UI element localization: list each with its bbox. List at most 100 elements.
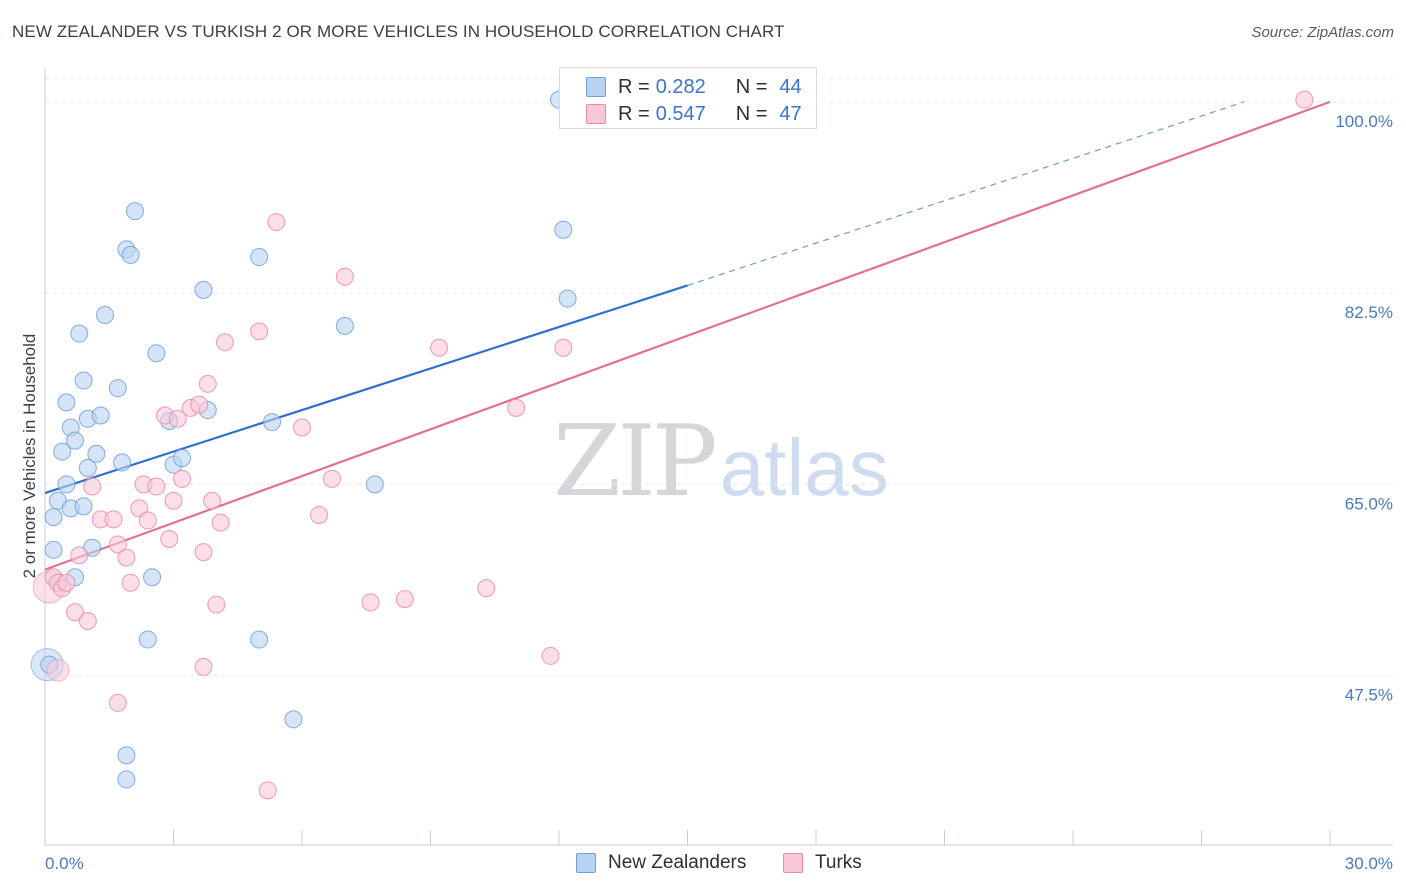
point-turk [335,267,354,286]
point-new-zealander [335,316,354,335]
point-new-zealander [117,746,136,765]
point-turk [104,510,123,529]
legend-swatch-pink [586,104,606,124]
point-new-zealander [554,220,573,239]
legend-swatch-blue [576,853,596,873]
legend-row-new-zealanders: R = 0.282 N = 44 [586,73,802,101]
point-new-zealander [173,449,192,468]
y-axis-title: 2 or more Vehicles in Household [20,334,39,579]
point-turk [293,418,311,437]
trend-line-extension [687,101,1245,287]
point-turk [198,374,217,393]
point-turk [65,603,84,622]
point-new-zealander [125,202,144,221]
point-turk [168,409,187,428]
x-tick-label: 30.0% [1345,854,1393,873]
point-turk [395,590,414,609]
point-new-zealander [121,245,140,264]
point-turk-large [46,658,70,682]
point-new-zealander [558,289,577,308]
point-turk [108,693,127,712]
legend-swatch-pink [783,853,803,873]
point-turk [541,646,560,665]
watermark-atlas: atlas [719,423,889,512]
axes [44,68,1393,846]
point-new-zealander [95,305,114,324]
legend-swatch-blue [586,77,606,97]
point-turk [310,505,329,524]
point-turk [121,573,140,592]
point-new-zealander [250,248,269,267]
point-turk [83,477,102,496]
legend-item-turks[interactable]: Turks [783,852,862,874]
y-tick-label: 100.0% [1335,112,1393,131]
point-new-zealander [138,630,157,649]
point-new-zealander [194,280,213,299]
point-turk [430,338,449,357]
chart-title: NEW ZEALANDER VS TURKISH 2 OR MORE VEHIC… [12,22,785,41]
point-new-zealander [44,540,63,559]
r-label: R = [618,75,650,98]
r-label: R = [618,102,650,125]
point-turk [190,395,209,414]
y-tick-label: 47.5% [1345,686,1393,705]
legend-item-new-zealanders[interactable]: New Zealanders [576,852,746,874]
n-label: N = [735,102,768,125]
watermark: ZIPatlas [553,405,889,519]
r-value: 0.282 [655,75,706,98]
point-new-zealander [65,431,84,450]
point-new-zealander [284,710,303,729]
point-turk [322,469,341,488]
point-new-zealander [117,770,136,789]
y-tick-label: 82.5% [1345,303,1393,322]
point-new-zealander [108,379,127,398]
point-new-zealander [70,324,89,343]
point-turk [211,513,230,532]
point-new-zealander [87,444,106,463]
y-tick-label: 65.0% [1345,494,1393,513]
point-turk [78,611,97,630]
trend-lines [44,100,1331,571]
n-value: 44 [779,75,802,98]
point-turk [477,579,496,598]
point-turk [258,781,277,800]
point-turk [70,546,89,565]
n-label: N = [735,75,768,98]
point-turk [507,398,526,417]
point-turk [138,511,157,530]
point-new-zealander [57,475,76,494]
grid-lines [45,77,1393,677]
legend-label: Turks [815,852,862,873]
point-turk [173,469,192,488]
point-turk [554,338,573,357]
point-turk [361,593,380,612]
legend-label: New Zealanders [608,852,747,873]
point-turk [194,543,213,562]
point-new-zealander [74,371,93,390]
point-turk [1295,90,1314,109]
point-new-zealander [113,453,132,472]
point-turk [57,573,76,592]
point-new-zealander [74,497,93,516]
point-new-zealander [53,442,72,461]
trend-line-new-zealanders [44,284,688,495]
legend-row-turks: R = 0.547 N = 47 [586,100,802,128]
point-turk [215,333,234,352]
point-new-zealander [365,475,384,494]
stats-legend: R = 0.282 N = 44 R = 0.547 N = 47 [559,67,817,129]
point-turk [147,477,166,496]
r-value: 0.547 [655,102,706,125]
point-new-zealander [44,508,63,527]
point-new-zealander [143,568,162,587]
point-turk [164,491,183,510]
point-turk [207,595,226,614]
data-points [30,90,1314,800]
tick-labels: 47.5% 65.0% 82.5% 100.0% 0.0% 30.0% [45,112,1393,873]
watermark-zip: ZIP [553,405,718,519]
series-legend: New Zealanders Turks [0,852,1406,878]
n-value: 47 [779,102,802,125]
trend-line-turks [44,100,1331,571]
source-label: Source: ZipAtlas.com [1251,24,1394,41]
point-new-zealander [263,413,282,432]
